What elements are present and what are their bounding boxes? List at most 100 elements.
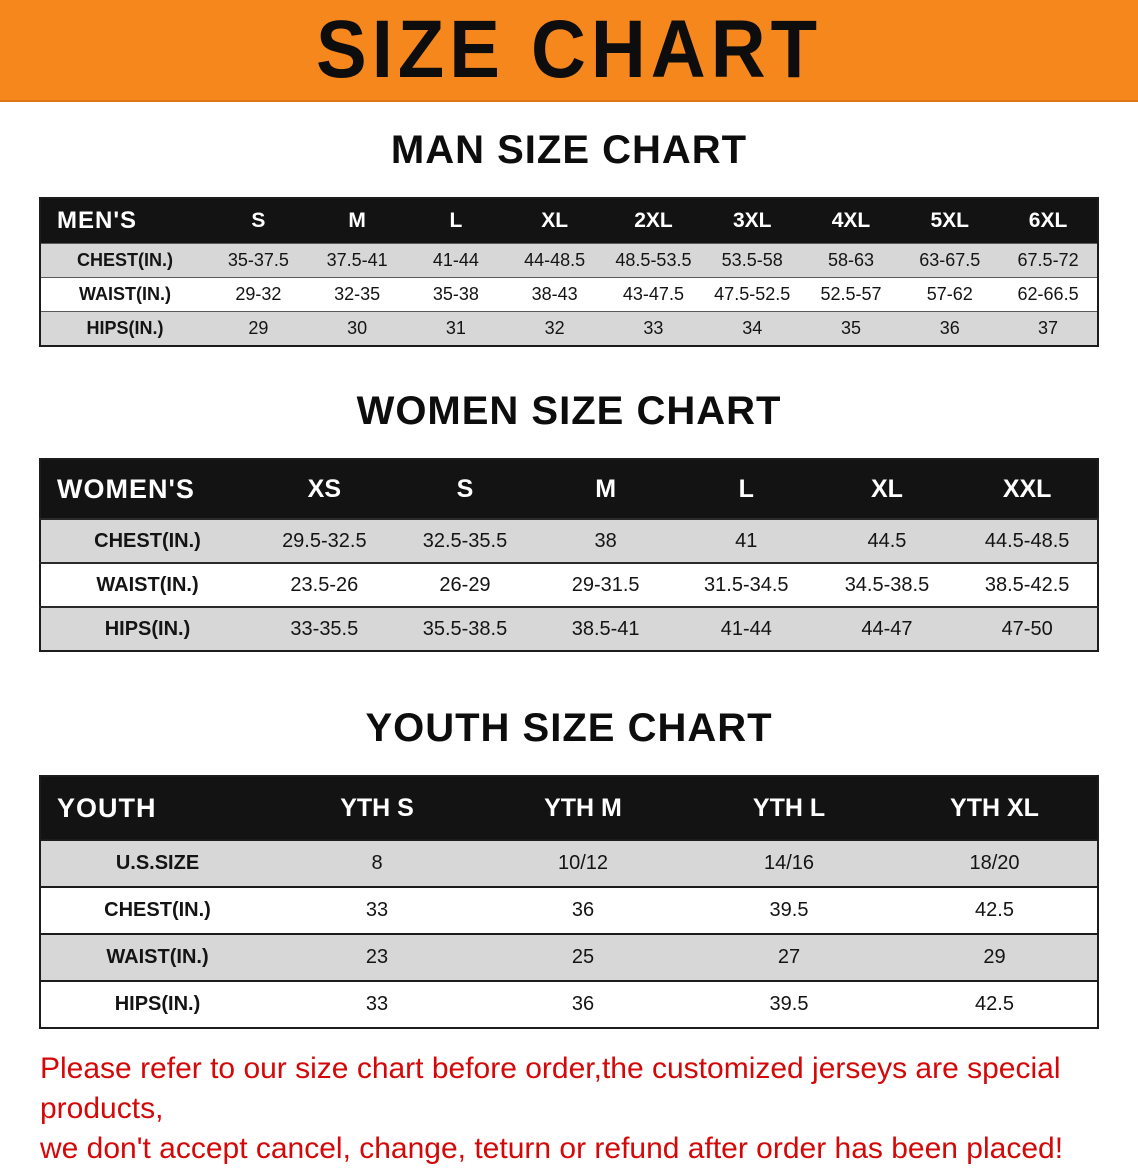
table-header-row: WOMEN'S XS S M L XL XXL [40,459,1098,519]
size-value-cell: 23.5-26 [254,562,395,607]
size-column-header: S [209,198,308,244]
size-value-cell: 23 [274,933,480,981]
size-value-cell: 31.5-34.5 [675,562,817,607]
women-section-heading: WOMEN SIZE CHART [356,389,782,433]
size-value-cell: 62-66.5 [999,277,1098,312]
size-value-cell: 36 [900,311,1000,346]
size-value-cell: 67.5-72 [999,243,1098,278]
men-table-head: MEN'S S M L XL 2XL 3XL 4XL 5XL 6XL [40,198,1098,244]
size-column-header: 5XL [900,198,1000,244]
size-value-cell: 27 [686,933,892,981]
size-value-cell: 34 [702,311,802,346]
size-value-cell: 8 [274,839,480,887]
size-value-cell: 58-63 [801,243,901,278]
size-column-header: XL [505,198,605,244]
size-value-cell: 44-48.5 [505,243,605,278]
size-value-cell: 52.5-57 [801,277,901,312]
table-row: CHEST(IN.) 29.5-32.5 32.5-35.5 38 41 44.5 44.5… [40,518,1098,563]
women-table-body: CHEST(IN.) 29.5-32.5 32.5-35.5 38 41 44.5 44.5… [40,518,1098,651]
size-value-cell: 38.5-41 [535,606,676,651]
page-title: SIZE CHART [316,3,822,96]
table-row: HIPS(IN.) 29 30 31 32 33 34 35 36 37 [40,311,1098,346]
size-column-header: 3XL [702,198,802,244]
men-size-table: MEN'S S M L XL 2XL 3XL 4XL 5XL 6XL CHEST(IN.) 35-37… [39,197,1099,347]
measurement-label: CHEST(IN.) [40,518,254,563]
disclaimer-line-1: Please refer to our size chart before or… [40,1052,1061,1125]
measurement-label: CHEST(IN.) [40,243,209,278]
size-value-cell: 29 [892,933,1098,981]
size-value-cell: 10/12 [480,839,686,887]
measurement-label: HIPS(IN.) [40,980,274,1028]
size-value-cell: 44.5 [816,518,958,563]
size-column-header: M [535,459,676,519]
size-value-cell: 29 [209,311,308,346]
size-value-cell: 41 [675,518,817,563]
size-column-header: YTH L [686,776,892,840]
table-row: HIPS(IN.) 33 36 39.5 42.5 [40,980,1098,1028]
size-value-cell: 25 [480,933,686,981]
size-column-header: XS [254,459,395,519]
size-value-cell: 32.5-35.5 [394,518,536,563]
size-value-cell: 42.5 [892,886,1098,934]
size-value-cell: 37.5-41 [307,243,407,278]
size-value-cell: 47.5-52.5 [702,277,802,312]
size-column-header: L [406,198,506,244]
measurement-label: HIPS(IN.) [40,606,254,651]
size-value-cell: 35-38 [406,277,506,312]
size-value-cell: 38.5-42.5 [957,562,1098,607]
measurement-label: CHEST(IN.) [40,886,274,934]
size-column-header: YTH XL [892,776,1098,840]
size-value-cell: 32-35 [307,277,407,312]
size-column-header: 6XL [999,198,1098,244]
table-header-row: YOUTH YTH S YTH M YTH L YTH XL [40,776,1098,840]
size-value-cell: 33 [274,980,480,1028]
disclaimer-line-2: we don't accept cancel, change, teturn o… [40,1132,1064,1165]
table-row: HIPS(IN.) 33-35.5 35.5-38.5 38.5-41 41-44 44-… [40,606,1098,651]
banner: SIZE CHART [0,0,1138,102]
size-value-cell: 48.5-53.5 [604,243,703,278]
size-value-cell: 39.5 [686,980,892,1028]
size-value-cell: 38 [535,518,676,563]
size-value-cell: 33 [604,311,703,346]
size-value-cell: 29.5-32.5 [254,518,395,563]
youth-table-head: YOUTH YTH S YTH M YTH L YTH XL [40,776,1098,840]
size-column-header: 4XL [801,198,901,244]
size-value-cell: 39.5 [686,886,892,934]
women-size-table: WOMEN'S XS S M L XL XXL CHEST(IN.) 29.5-32.5 32.5… [39,458,1099,652]
measurement-label: U.S.SIZE [40,839,274,887]
size-value-cell: 47-50 [957,606,1098,651]
size-value-cell: 42.5 [892,980,1098,1028]
measurement-label: WAIST(IN.) [40,277,209,312]
size-value-cell: 63-67.5 [900,243,1000,278]
table-row: U.S.SIZE 8 10/12 14/16 18/20 [40,839,1098,887]
size-value-cell: 32 [505,311,605,346]
men-table-body: CHEST(IN.) 35-37.5 37.5-41 41-44 44-48.5 48.5… [40,243,1098,346]
table-title-cell: YOUTH [40,776,274,840]
size-value-cell: 36 [480,886,686,934]
disclaimer: Please refer to our size chart before or… [40,1049,1110,1169]
size-value-cell: 36 [480,980,686,1028]
size-value-cell: 26-29 [394,562,536,607]
men-size-section: MAN SIZE CHART MEN'S S M L XL 2XL 3XL 4XL 5XL 6XL C… [0,128,1138,347]
size-value-cell: 31 [406,311,506,346]
size-column-header: S [394,459,536,519]
size-column-header: XXL [957,459,1098,519]
size-value-cell: 29-31.5 [535,562,676,607]
women-size-section: WOMEN SIZE CHART WOMEN'S XS S M L XL XXL CHEST(I… [0,389,1138,652]
youth-size-table: YOUTH YTH S YTH M YTH L YTH XL U.S.SIZE 8 10/12… [39,775,1099,1029]
sections-container: MAN SIZE CHART MEN'S S M L XL 2XL 3XL 4XL 5XL 6XL C… [0,128,1138,1029]
size-value-cell: 57-62 [900,277,1000,312]
youth-size-section: YOUTH SIZE CHART YOUTH YTH S YTH M YTH L YTH … [0,706,1138,1029]
size-value-cell: 33 [274,886,480,934]
measurement-label: HIPS(IN.) [40,311,209,346]
women-table-head: WOMEN'S XS S M L XL XXL [40,459,1098,519]
size-value-cell: 44-47 [816,606,958,651]
size-column-header: L [675,459,817,519]
table-title-cell: MEN'S [40,198,209,244]
youth-section-heading: YOUTH SIZE CHART [365,706,773,750]
size-value-cell: 41-44 [406,243,506,278]
table-header-row: MEN'S S M L XL 2XL 3XL 4XL 5XL 6XL [40,198,1098,244]
table-row: WAIST(IN.) 23 25 27 29 [40,933,1098,981]
size-value-cell: 34.5-38.5 [816,562,958,607]
